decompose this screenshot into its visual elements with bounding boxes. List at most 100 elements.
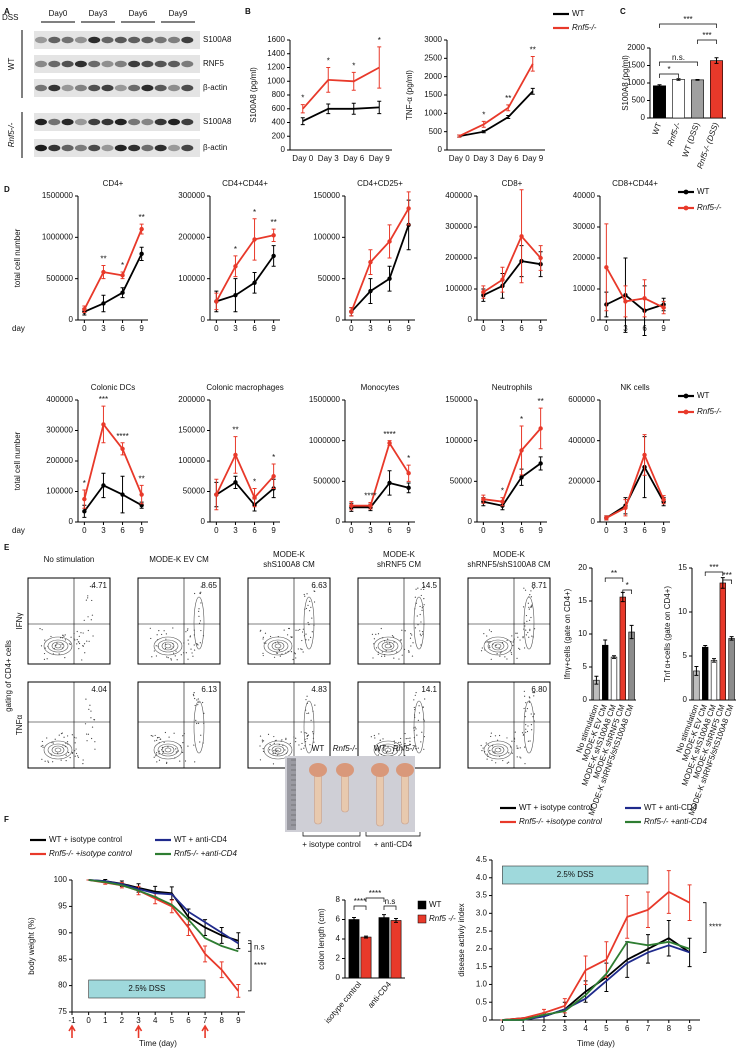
y-tick-label: 1.0 [476,980,488,989]
significance-bracket [703,902,707,953]
flow-event [422,706,424,708]
blot-band-label: RNF5 [203,59,224,68]
flow-event [78,642,81,645]
dss-band [88,979,206,999]
x-tick-label: 6 [519,526,524,535]
flow-event [421,607,423,609]
data-point [623,299,628,304]
flow-event [269,749,271,751]
flow-event [524,695,526,697]
legend-marker [683,205,689,211]
bar [378,917,390,979]
flow-event [162,753,164,755]
flow-value: 14.1 [421,685,437,694]
x-tick-label: 6 [120,526,125,535]
flow-event [415,691,417,694]
flow-event [417,747,419,749]
colon [341,771,349,813]
flow-event [273,742,275,744]
flow-event [419,613,421,616]
significance: * [253,208,256,217]
flow-event [50,635,52,638]
injection-arrow [134,1024,143,1038]
bar [619,596,626,701]
bar [610,656,618,701]
flow-event [480,744,482,747]
error-bar [694,666,699,676]
flow-event [402,748,404,750]
legend-label: WT + isotype control [49,835,122,844]
significance: ** [538,397,544,406]
error-bar [219,927,224,944]
flow-event [193,744,195,746]
y-tick-label: 0 [483,1015,488,1024]
flow-event [306,738,308,740]
series-line [83,228,143,310]
legend-marker [683,409,689,415]
y-tick-label: 1500 [424,90,442,99]
flow-event [389,642,391,644]
error-bar [457,134,462,138]
blot-band [101,60,114,68]
photo-column: WT [374,744,387,753]
flow-event [262,740,265,742]
flow-event [193,692,195,694]
data-point [233,452,238,458]
significance: * [253,478,256,487]
flow-event [76,630,78,633]
data-point [82,307,87,312]
data-point [139,251,144,257]
series-line [502,937,691,1021]
data-point [642,296,647,301]
x-tick-label: 0 [604,526,609,535]
flow-event [193,644,195,646]
blot-day: Day0 [49,9,68,18]
x-tick-label: 3 [101,324,106,333]
significance: **** [709,923,721,932]
error-bar [604,941,609,978]
dss-band-label: 2.5% DSS [128,984,165,993]
flow-event [269,635,272,638]
y-axis-label: S100A8 (pg/ml) [249,67,258,123]
flow-event [506,639,508,641]
flow-event [94,748,96,750]
flow-event [404,630,406,632]
blot-band [154,144,167,152]
flow-event [87,629,89,632]
flow-event [60,732,63,735]
flow-event [162,750,165,753]
flow-event [192,693,195,695]
flow-event [58,734,60,736]
blot-band [74,36,87,44]
x-tick-label: 8 [219,1016,224,1025]
flow-event [302,651,304,653]
x-tick-label: 3 [500,526,505,535]
significance-bracket [248,942,252,952]
flow-event [190,648,192,650]
y-tick-label: 200000 [46,456,73,465]
flow-contour [373,636,403,656]
group-bracket [365,832,421,837]
y-tick-label: 1500000 [309,395,341,404]
flow-event [522,606,525,608]
flow-contour [491,641,505,651]
y-tick-label: 300000 [445,222,472,231]
flow-event [55,645,57,647]
flow-event [200,629,202,632]
flow-event [498,734,501,737]
flow-event [285,738,287,741]
flow-event [297,629,299,631]
y-tick-label: 300000 [178,191,205,200]
data-point [481,289,486,295]
significance: n.s [254,942,265,951]
error-bar [714,57,719,64]
y-tick-label: 5 [583,662,588,671]
blot-band [101,36,114,44]
flow-event [74,750,76,752]
flow-event [379,739,381,741]
significance: ** [139,213,145,222]
flow-event [393,657,395,659]
flow-event [377,754,380,756]
blot-treatment: DSS [2,13,18,22]
flow-event [530,616,532,619]
